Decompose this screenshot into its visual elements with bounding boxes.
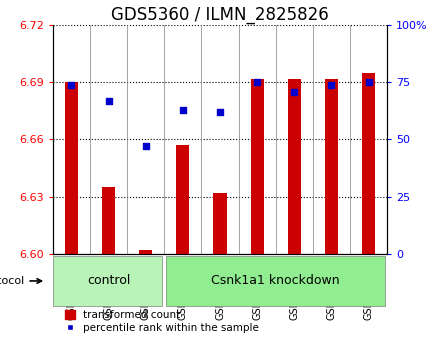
Text: protocol: protocol [0,276,41,286]
Text: control: control [87,274,130,287]
Bar [102,187,115,254]
Point [365,79,372,85]
Point [68,82,75,87]
Bar [325,79,338,254]
Point [180,107,187,113]
Point [291,89,298,94]
Title: GDS5360 / ILMN_2825826: GDS5360 / ILMN_2825826 [111,6,329,24]
Point [105,98,112,103]
Bar [251,79,264,254]
Bar [53,256,162,306]
Point [142,143,149,149]
Bar [288,79,301,254]
Point [216,109,224,115]
Bar [166,256,385,306]
Text: Csnk1a1 knockdown: Csnk1a1 knockdown [212,274,340,287]
Bar [139,250,152,254]
Bar [213,193,227,254]
Legend: transformed count, percentile rank within the sample: transformed count, percentile rank withi… [65,310,259,334]
Point [328,82,335,87]
Bar [65,82,78,254]
Point [253,79,260,85]
Bar [176,145,189,254]
Bar [362,73,375,254]
